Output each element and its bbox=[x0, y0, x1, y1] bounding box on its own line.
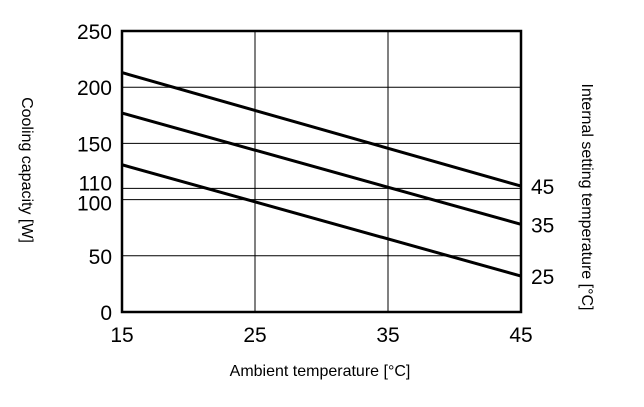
y-tick-label: 250 bbox=[77, 21, 112, 44]
series-label-45: 45 bbox=[531, 176, 554, 199]
x-tick-label: 35 bbox=[376, 324, 399, 347]
series-label-25: 25 bbox=[531, 266, 554, 289]
y-tick-label: 50 bbox=[89, 246, 112, 269]
x-tick-labels: 15 25 35 45 bbox=[110, 324, 532, 347]
series-lines bbox=[121, 71, 522, 278]
y-tick-label: 100 bbox=[77, 193, 112, 216]
plot-frame bbox=[120, 29, 523, 314]
secondary-axis-label: Internal setting temperature [°C] bbox=[578, 84, 595, 311]
x-tick-label: 25 bbox=[243, 324, 266, 347]
grid-lines bbox=[122, 31, 521, 312]
series-line-35 bbox=[121, 111, 522, 226]
series-line-45 bbox=[121, 71, 522, 188]
y-tick-label: 110 bbox=[79, 172, 112, 195]
y-tick-label: 150 bbox=[77, 133, 112, 156]
x-tick-label: 15 bbox=[110, 324, 133, 347]
series-line-25 bbox=[121, 163, 522, 278]
series-label-35: 35 bbox=[531, 214, 554, 237]
y-tick-label: 200 bbox=[77, 77, 112, 100]
y-tick-label: 0 bbox=[100, 302, 112, 325]
y-axis-label: Cooling capacity [W] bbox=[18, 97, 35, 243]
x-axis-label: Ambient temperature [°C] bbox=[230, 363, 411, 380]
x-tick-label: 45 bbox=[509, 324, 532, 347]
series-labels: 45 35 25 bbox=[531, 176, 554, 289]
